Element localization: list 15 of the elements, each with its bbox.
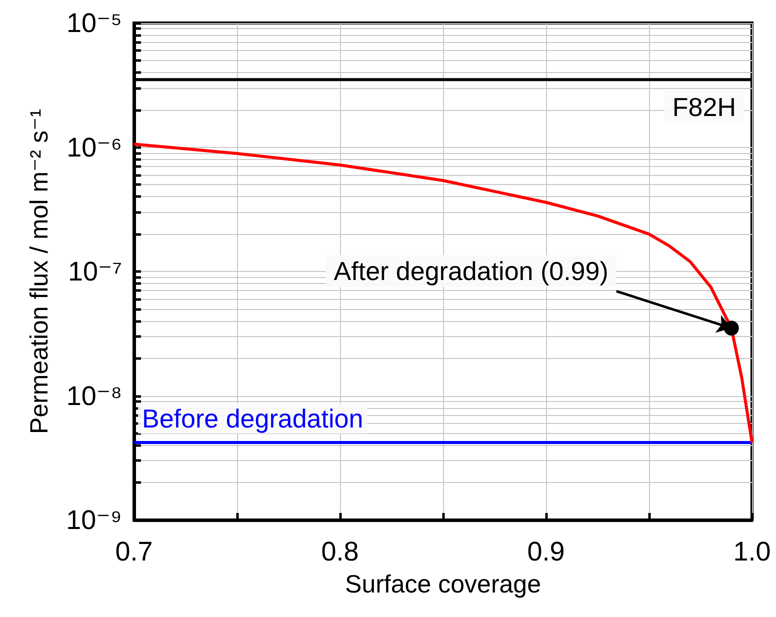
line-series xyxy=(132,142,754,444)
y-tick-label: 10⁻⁶ xyxy=(66,132,122,162)
y-tick-label: 10⁻⁸ xyxy=(66,380,122,411)
y-tick-label: 10⁻⁷ xyxy=(68,256,122,286)
y-tick-label: 10⁻⁵ xyxy=(66,8,122,38)
y-tick-label: 10⁻⁹ xyxy=(66,505,122,535)
x-axis-title: Surface coverage xyxy=(345,570,541,598)
x-tick-label: 0.7 xyxy=(115,536,153,566)
y-axis-title: Permeation flux / mol m⁻² s⁻¹ xyxy=(26,108,54,434)
ref-line-label: Before degradation xyxy=(142,404,364,434)
x-tick-label: 0.8 xyxy=(321,536,359,566)
x-tick-label: 0.9 xyxy=(527,536,565,566)
annotation: F82H xyxy=(672,92,736,122)
annotation: After degradation (0.99) xyxy=(334,256,608,286)
x-tick-label: 1.0 xyxy=(733,536,771,566)
